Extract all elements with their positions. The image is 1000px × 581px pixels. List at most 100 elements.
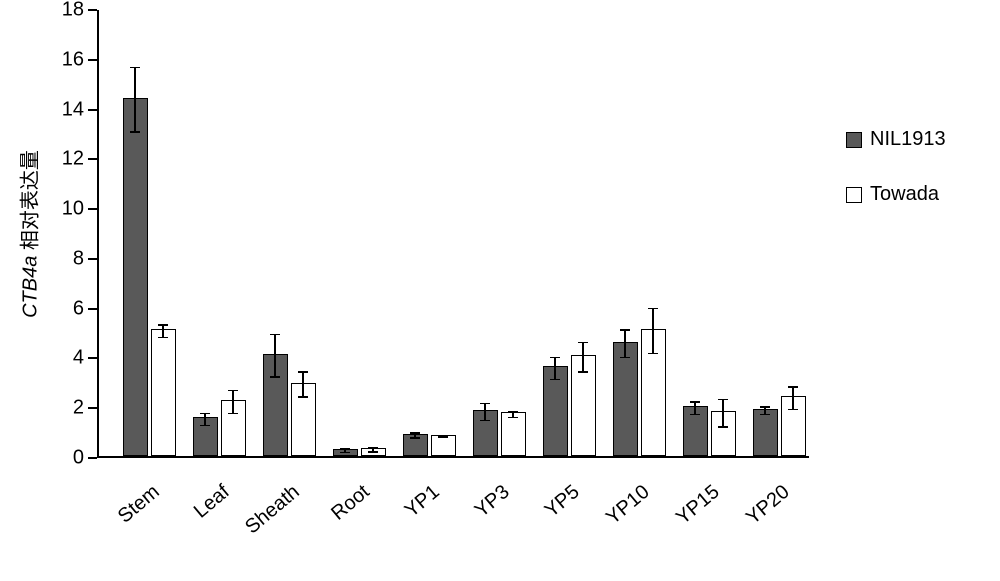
error-bar: [134, 67, 135, 132]
y-axis-label: CTB4a 相对表达量: [14, 150, 43, 318]
y-tick: [88, 357, 97, 359]
error-cap: [760, 406, 770, 407]
error-cap: [718, 399, 728, 400]
error-cap: [788, 386, 798, 387]
x-axis-label: YP20: [718, 481, 794, 550]
x-axis-label: Sheath: [228, 481, 304, 550]
x-axis-label: Root: [298, 481, 374, 550]
error-cap: [130, 131, 140, 132]
error-bar: [624, 330, 625, 357]
y-tick: [88, 258, 97, 260]
y-tick: [88, 109, 97, 111]
error-cap: [648, 353, 658, 354]
error-cap: [368, 447, 378, 448]
y-tick-label: 18: [62, 0, 84, 22]
legend-label: Towada: [870, 183, 939, 206]
error-cap: [620, 329, 630, 330]
error-cap: [550, 357, 560, 358]
error-cap: [760, 414, 770, 415]
plot-area: [97, 10, 809, 458]
error-bar: [484, 403, 485, 420]
error-cap: [130, 67, 140, 68]
error-bar: [792, 387, 793, 409]
error-cap: [648, 308, 658, 309]
x-axis-label: Stem: [88, 481, 164, 550]
error-cap: [410, 437, 420, 438]
y-tick-label: 0: [73, 447, 84, 470]
error-cap: [578, 371, 588, 372]
y-tick: [88, 457, 97, 459]
legend: NIL1913 Towada: [846, 128, 946, 238]
y-tick-label: 4: [73, 347, 84, 370]
error-bar: [652, 309, 653, 354]
error-cap: [158, 324, 168, 325]
error-cap: [508, 417, 518, 418]
bar: [613, 342, 638, 456]
error-bar: [694, 402, 695, 414]
error-cap: [200, 425, 210, 426]
y-axis-label-gene: CTB4a: [20, 256, 42, 318]
y-tick-label: 10: [62, 198, 84, 221]
bar: [501, 412, 526, 456]
error-cap: [480, 420, 490, 421]
error-cap: [368, 451, 378, 452]
expression-bar-chart: CTB4a 相对表达量 NIL1913 Towada 0 2 4 6 8 10 12 14 16 1…: [0, 0, 1000, 581]
y-tick: [88, 158, 97, 160]
error-bar: [554, 357, 555, 379]
bars-layer: [99, 10, 809, 456]
error-cap: [438, 437, 448, 438]
error-cap: [480, 403, 490, 404]
error-bar: [302, 372, 303, 397]
error-cap: [228, 390, 238, 391]
error-cap: [228, 413, 238, 414]
x-axis-label: YP5: [508, 481, 584, 550]
error-bar: [232, 391, 233, 413]
y-tick-label: 14: [62, 98, 84, 121]
error-cap: [620, 357, 630, 358]
y-tick: [88, 59, 97, 61]
legend-swatch: [846, 187, 862, 203]
y-tick-label: 16: [62, 48, 84, 71]
y-tick: [88, 208, 97, 210]
legend-item: Towada: [846, 183, 946, 206]
x-axis-label: YP1: [368, 481, 444, 550]
error-cap: [690, 414, 700, 415]
error-bar: [722, 400, 723, 427]
bar: [123, 98, 148, 456]
y-tick-label: 8: [73, 247, 84, 270]
error-cap: [340, 448, 350, 449]
x-axis-label: YP3: [438, 481, 514, 550]
error-cap: [158, 337, 168, 338]
error-cap: [788, 409, 798, 410]
error-bar: [204, 413, 205, 425]
error-cap: [298, 396, 308, 397]
error-cap: [718, 426, 728, 427]
y-tick: [88, 9, 97, 11]
error-cap: [200, 413, 210, 414]
error-cap: [340, 452, 350, 453]
x-axis-label: YP15: [648, 481, 724, 550]
y-tick-label: 2: [73, 397, 84, 420]
error-cap: [270, 334, 280, 335]
y-tick-label: 12: [62, 148, 84, 171]
y-axis-label-rest: 相对表达量: [20, 150, 42, 250]
error-cap: [508, 411, 518, 412]
y-tick: [88, 407, 97, 409]
y-tick: [88, 308, 97, 310]
x-axis-label: YP10: [578, 481, 654, 550]
bar: [151, 329, 176, 456]
legend-label: NIL1913: [870, 128, 946, 151]
error-bar: [162, 325, 163, 337]
error-cap: [298, 371, 308, 372]
y-tick-label: 6: [73, 297, 84, 320]
error-cap: [270, 376, 280, 377]
error-cap: [410, 432, 420, 433]
legend-swatch: [846, 132, 862, 148]
error-cap: [578, 342, 588, 343]
legend-item: NIL1913: [846, 128, 946, 151]
error-bar: [582, 342, 583, 372]
x-axis-label: Leaf: [158, 481, 234, 550]
error-bar: [274, 335, 275, 377]
error-cap: [690, 401, 700, 402]
error-cap: [550, 379, 560, 380]
